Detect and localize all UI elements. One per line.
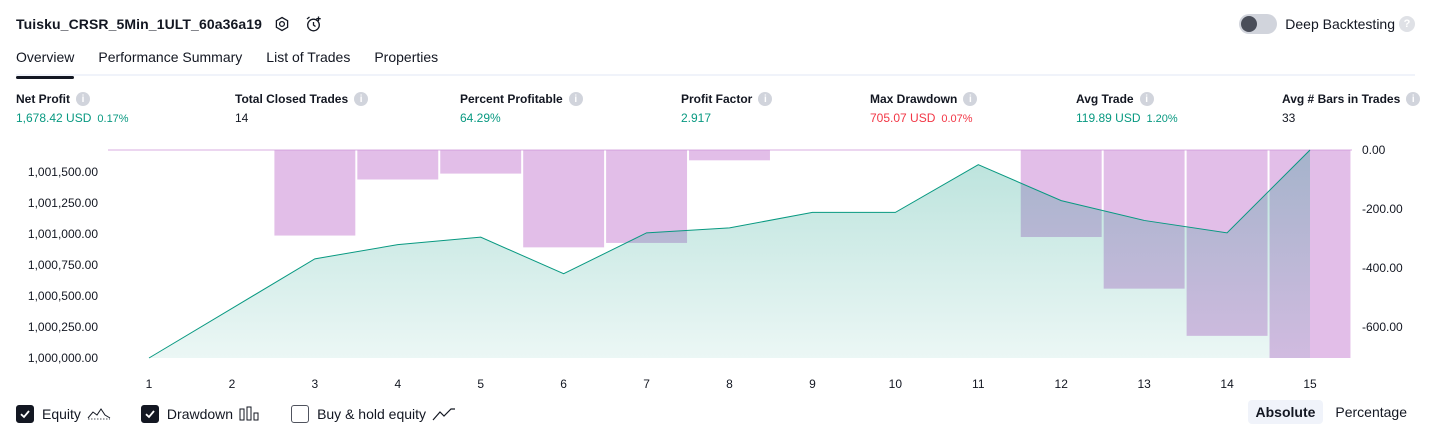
drawdown-bar	[357, 150, 439, 180]
metric-label: Percent Profitable	[460, 92, 563, 106]
equity-drawdown-chart[interactable]: 1,000,000.00 1,000,250.00 1,000,500.00 1,00…	[0, 140, 1431, 396]
metric-percent: 0.17%	[97, 113, 129, 125]
metric-value: 119.89 USD	[1076, 111, 1141, 125]
metric-percent: 1.20%	[1146, 113, 1178, 125]
metric-label: Profit Factor	[681, 92, 753, 106]
left-axis-tick: 1,000,250.00	[28, 320, 98, 334]
x-axis-tick: 15	[1303, 377, 1317, 391]
deep-backtesting: Deep Backtesting ?	[1239, 12, 1415, 36]
metric-avg-trade: Avg Trade i 119.89 USD 1.20%	[1076, 92, 1178, 125]
info-icon[interactable]: i	[1139, 92, 1154, 106]
metric-value: 705.07 USD	[870, 111, 936, 125]
info-icon[interactable]: i	[568, 92, 583, 106]
legend-label: Equity	[42, 406, 81, 422]
x-axis-tick: 6	[560, 377, 567, 391]
info-icon[interactable]: i	[354, 92, 369, 106]
tab-properties[interactable]: Properties	[374, 49, 439, 65]
metric-label: Total Closed Trades	[235, 92, 349, 106]
metrics-row: Net Profit i 1,678.42 USD 0.17% Total Clos…	[0, 92, 1431, 132]
metric-percent-profitable: Percent Profitable i 64.29%	[460, 92, 583, 125]
chart-legend: Equity Drawdown Buy & hold equity	[16, 403, 486, 425]
left-axis-tick: 1,000,750.00	[28, 258, 98, 272]
right-axis-tick: 0.00	[1362, 143, 1386, 157]
drawdown-checkbox[interactable]	[140, 405, 159, 423]
tab-performance-summary[interactable]: Performance Summary	[98, 49, 243, 65]
equity-checkbox[interactable]	[16, 405, 34, 423]
deep-backtesting-label: Deep Backtesting	[1285, 16, 1395, 32]
x-axis-tick: 3	[312, 377, 319, 391]
left-axis-tick: 1,000,000.00	[28, 351, 98, 365]
x-axis-tick: 2	[229, 377, 236, 391]
report-tabs: Overview Performance Summary List of Tra…	[16, 44, 1415, 79]
value-mode-switch: Absolute Percentage	[1244, 400, 1416, 424]
right-axis-tick: -200.00	[1362, 202, 1403, 216]
x-axis-tick: 5	[477, 377, 484, 391]
metric-percent: 0.07%	[941, 113, 973, 125]
metric-value: 1,678.42 USD	[16, 111, 92, 125]
strategy-header: Tuisku_CRSR_5Min_1ULT_60a36a19	[16, 12, 326, 36]
absolute-button[interactable]: Absolute	[1247, 400, 1324, 424]
metric-value: 2.917	[681, 111, 712, 125]
percentage-button[interactable]: Percentage	[1335, 404, 1407, 420]
x-axis-tick: 12	[1055, 377, 1069, 391]
legend-label: Buy & hold equity	[317, 406, 427, 422]
legend-equity[interactable]: Equity	[16, 405, 111, 423]
metric-profit-factor: Profit Factor i 2.917	[681, 92, 773, 125]
left-axis-tick: 1,001,000.00	[28, 227, 98, 241]
right-axis-tick: -600.00	[1362, 320, 1403, 334]
x-axis-tick: 14	[1220, 377, 1234, 391]
info-icon[interactable]: i	[758, 92, 773, 106]
tab-list-of-trades[interactable]: List of Trades	[266, 49, 351, 65]
buy-hold-checkbox[interactable]	[291, 405, 310, 423]
legend-label: Drawdown	[166, 406, 234, 422]
info-icon[interactable]: i	[963, 92, 978, 106]
equity-line-icon	[87, 408, 111, 420]
x-axis-tick: 10	[889, 377, 903, 391]
metric-label: Net Profit	[16, 92, 70, 106]
drawdown-bar	[606, 150, 688, 243]
drawdown-bar	[523, 150, 605, 248]
metric-net-profit: Net Profit i 1,678.42 USD 0.17%	[16, 92, 129, 125]
drawdown-bars-icon	[239, 406, 259, 421]
tab-overview[interactable]: Overview	[16, 44, 75, 79]
info-icon[interactable]: i	[1406, 92, 1421, 106]
metric-max-drawdown: Max Drawdown i 705.07 USD 0.07%	[870, 92, 978, 125]
gear-icon[interactable]	[270, 12, 294, 36]
deep-backtesting-toggle[interactable]	[1239, 14, 1278, 34]
legend-buy-hold-equity[interactable]: Buy & hold equity	[291, 405, 456, 423]
help-icon[interactable]: ?	[1399, 16, 1415, 32]
info-icon[interactable]: i	[76, 92, 90, 106]
left-axis-tick: 1,001,500.00	[28, 165, 98, 179]
left-axis-tick: 1,000,500.00	[28, 289, 98, 303]
legend-drawdown[interactable]: Drawdown	[140, 405, 261, 423]
x-axis-tick: 4	[394, 377, 401, 391]
buy-hold-line-icon	[432, 408, 456, 421]
metric-label: Max Drawdown	[870, 92, 958, 106]
right-axis-tick: -400.00	[1362, 261, 1403, 275]
metric-label: Avg # Bars in Trades	[1282, 92, 1401, 106]
equity-area	[149, 150, 1310, 358]
metric-total-closed-trades: Total Closed Trades i 14	[235, 92, 369, 125]
metric-value: 33	[1282, 111, 1296, 125]
x-axis-tick: 9	[809, 377, 816, 391]
alarm-clock-plus-icon[interactable]	[302, 12, 326, 36]
x-axis-tick: 11	[972, 377, 985, 391]
toggle-knob	[1241, 16, 1258, 32]
x-axis-tick: 8	[726, 377, 733, 391]
x-axis-tick: 7	[643, 377, 650, 391]
strategy-name: Tuisku_CRSR_5Min_1ULT_60a36a19	[16, 16, 263, 32]
left-axis-tick: 1,001,250.00	[28, 196, 98, 210]
drawdown-bar	[274, 150, 356, 236]
drawdown-bar	[440, 150, 522, 174]
x-axis-tick: 13	[1137, 377, 1151, 391]
metric-value: 14	[235, 111, 249, 125]
drawdown-bar	[689, 150, 770, 161]
equity-line	[148, 149, 1311, 359]
metric-label: Avg Trade	[1076, 92, 1134, 106]
metric-value: 64.29%	[460, 111, 501, 125]
x-axis-tick: 1	[146, 377, 153, 391]
metric-avg-bars-in-trades: Avg # Bars in Trades i 33	[1282, 92, 1421, 125]
